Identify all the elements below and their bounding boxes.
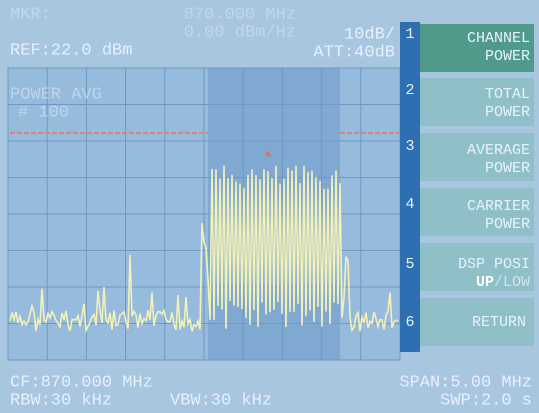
- marker-icon: [266, 150, 272, 156]
- softkey-label: TOTAL: [485, 86, 530, 103]
- softkey-label: POWER: [485, 160, 530, 177]
- softkey-number: 6: [405, 314, 414, 331]
- softkey-number-strip: [400, 22, 420, 352]
- softkeys: 1 CHANNEL POWER 2 TOTAL POWER 3 AVERAGE …: [405, 24, 534, 346]
- rbw: RBW:30 kHz: [10, 391, 112, 410]
- span: SPAN:5.00 MHz: [399, 373, 532, 392]
- softkey-label: POWER: [485, 216, 530, 233]
- reference-level: REF:22.0 dBm: [10, 41, 132, 60]
- scale: 10dB/: [344, 25, 395, 44]
- softkey-number: 4: [405, 196, 414, 213]
- softkey-number: 3: [405, 138, 414, 155]
- softkey[interactable]: [420, 133, 534, 181]
- marker-label: MKR:: [10, 5, 51, 24]
- softkey-label: POWER: [485, 48, 530, 65]
- marker-frequency: 870.000 MHz: [184, 5, 296, 24]
- softkey-number: 1: [405, 26, 414, 43]
- softkey[interactable]: [420, 24, 534, 72]
- attenuation: ATT:40dB: [313, 43, 395, 62]
- softkey-label: CARRIER: [467, 198, 530, 215]
- softkey[interactable]: [420, 78, 534, 126]
- softkey[interactable]: [420, 188, 534, 236]
- softkey-label: DSP POSI: [458, 256, 530, 273]
- sweep-time: SWP:2.0 s: [440, 391, 532, 410]
- softkey[interactable]: [420, 298, 534, 346]
- softkey-label: UP/LOW: [476, 274, 530, 291]
- center-frequency: CF:870.000 MHz: [10, 373, 153, 392]
- marker-level: 0.00 dBm/Hz: [184, 23, 296, 42]
- inactive-option: /LOW: [494, 274, 530, 291]
- average-count: # 100: [18, 103, 69, 122]
- softkey-number: 2: [405, 82, 414, 99]
- softkey-number: 5: [405, 256, 414, 273]
- softkey-label: POWER: [485, 104, 530, 121]
- detector-mode: POWER AVG: [10, 85, 102, 104]
- vbw: VBW:30 kHz: [170, 391, 272, 410]
- softkey-label: CHANNEL: [467, 30, 530, 47]
- softkey-label: AVERAGE: [467, 142, 530, 159]
- trace: [9, 165, 399, 334]
- active-option: UP: [476, 274, 494, 291]
- softkey[interactable]: [420, 243, 534, 291]
- softkey-label: RETURN: [472, 314, 526, 331]
